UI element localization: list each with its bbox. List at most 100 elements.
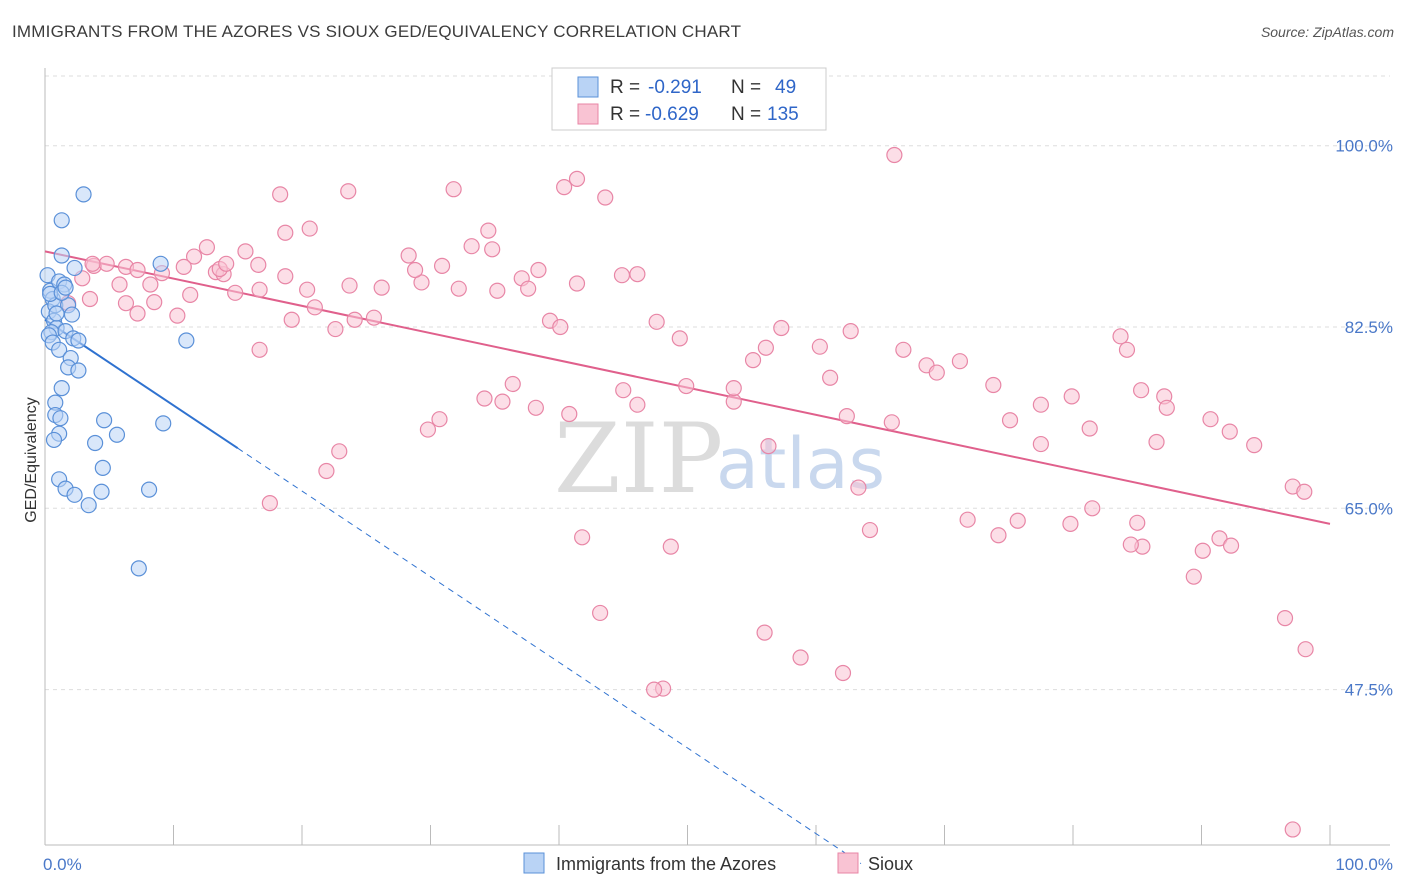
sioux-point-120 [527,399,544,416]
sioux-point-63 [822,369,839,386]
sioux-point-42 [182,286,199,303]
sioux-point-41 [169,307,186,324]
azores-point-37 [66,486,83,503]
azores-point-38 [80,497,97,514]
azores-point-34 [94,459,111,476]
sioux-point-19 [250,256,267,273]
sioux-point-123 [476,390,493,407]
sioux-point-87 [1009,512,1026,529]
sioux-point-91 [1129,514,1146,531]
axes [44,68,1390,846]
sioux-point-80 [1202,411,1219,428]
sioux-point-59 [744,352,762,369]
stats-r-label-azores: R = [610,77,640,98]
sioux-point-117 [629,396,646,413]
sioux-point-11 [185,248,203,265]
sioux-point-107 [592,604,609,622]
sioux-point-81 [1221,423,1238,440]
sioux-point-61 [773,319,790,337]
watermark: ZIP atlas [554,403,885,515]
azores-point-8 [53,247,70,264]
sioux-point-58 [671,330,688,347]
stats-r-value-sioux: -0.629 [645,104,699,125]
stats-r-value-azores: -0.291 [648,77,702,98]
azores-point-25 [53,380,70,397]
sioux-point-32 [629,266,646,283]
sioux-point-62 [811,338,828,355]
sioux-point-77 [1133,382,1150,399]
sioux-point-56 [613,267,631,284]
legend-sioux-label: Sioux [868,854,913,874]
sioux-point-121 [504,375,521,393]
grid-lines [45,75,1390,691]
trend-lines [44,250,1331,864]
sioux-point-46 [283,311,300,328]
sioux-point-40 [146,294,163,311]
azores-point-30 [45,431,63,449]
sioux-point-134 [277,268,294,285]
sioux-point-128 [261,495,278,512]
sioux-point-65 [895,341,912,358]
sioux-point-115 [725,380,742,397]
sioux-point-29 [520,280,537,297]
chart-title: IMMIGRANTS FROM THE AZORES VS SIOUX GED/… [12,22,742,41]
sioux-point-84 [1296,483,1313,500]
sioux-point-118 [615,382,632,399]
stats-legend-azores-swatch [577,76,599,98]
sioux-point-96 [1222,537,1240,554]
legend-sioux-swatch [837,852,859,874]
sioux-point-45 [251,281,268,298]
sioux-point-85 [1148,433,1165,451]
sioux-point-129 [142,276,159,293]
sioux-point-125 [419,421,437,438]
sioux-point-7 [556,179,573,196]
sioux-point-112 [838,407,855,425]
sioux-point-17 [175,258,192,276]
azores-point-18 [70,332,87,349]
sioux-point-82 [1246,437,1263,454]
sioux-point-113 [760,438,777,455]
x-tick-labels: 0.0% 100.0% [43,855,1393,874]
azores-point-13 [63,306,81,323]
sioux-point-5 [597,189,614,206]
sioux-point-6 [480,222,497,239]
sioux-point-110 [850,479,867,496]
stats-n-label-azores: N = [731,77,761,98]
sioux-point-86 [1084,500,1101,517]
stats-legend: R = -0.291 N = 49 R = -0.629 N = 135 [551,67,827,131]
sioux-point-30 [530,261,547,279]
sioux-point-27 [484,241,501,258]
sioux-point-31 [568,275,586,292]
sioux-point-55 [552,318,569,336]
azores-point-24 [70,362,87,379]
sioux-point-60 [757,339,774,356]
y-tick-label-2: 65.0% [1345,499,1393,518]
sioux-point-1 [445,181,462,198]
sioux-point-93 [1211,530,1228,547]
sioux-point-116 [678,377,695,395]
sioux-point-48 [346,311,363,328]
sioux-point-119 [561,405,578,423]
sioux-point-75 [1112,328,1129,345]
sioux-point-105 [645,681,663,698]
azores-point-9 [53,212,70,229]
sioux-point-67 [928,364,945,381]
sioux-point-71 [1001,412,1019,429]
series-legend: Immigrants from the Azores Sioux [523,852,913,874]
azores-trend-extension [237,447,862,864]
sioux-point-26 [433,257,451,274]
azores-points [39,186,195,577]
stats-n-label-sioux: N = [731,104,761,125]
sioux-point-15 [98,255,115,272]
sioux-point-51 [365,309,383,326]
sioux-point-106 [574,529,591,546]
sioux-point-35 [81,290,99,308]
y-tick-label-3: 47.5% [1345,681,1393,700]
azores-point-43 [178,332,195,349]
stats-legend-sioux-swatch [577,103,599,125]
azores-point-39 [93,483,110,500]
x-tick-label-min: 0.0% [43,855,82,874]
azores-point-10 [75,186,92,203]
sioux-point-79 [1158,399,1175,416]
stats-r-label-sioux: R = [610,104,640,125]
